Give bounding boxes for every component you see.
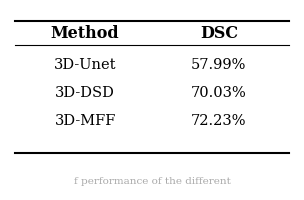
Text: f performance of the different: f performance of the different: [74, 178, 230, 186]
Text: 3D-DSD: 3D-DSD: [55, 86, 115, 100]
Text: 3D-MFF: 3D-MFF: [54, 114, 116, 128]
Text: 70.03%: 70.03%: [191, 86, 247, 100]
Text: Method: Method: [51, 24, 119, 42]
Text: 57.99%: 57.99%: [191, 58, 247, 72]
Text: DSC: DSC: [200, 24, 238, 42]
Text: 3D-Unet: 3D-Unet: [54, 58, 116, 72]
Text: 72.23%: 72.23%: [191, 114, 247, 128]
